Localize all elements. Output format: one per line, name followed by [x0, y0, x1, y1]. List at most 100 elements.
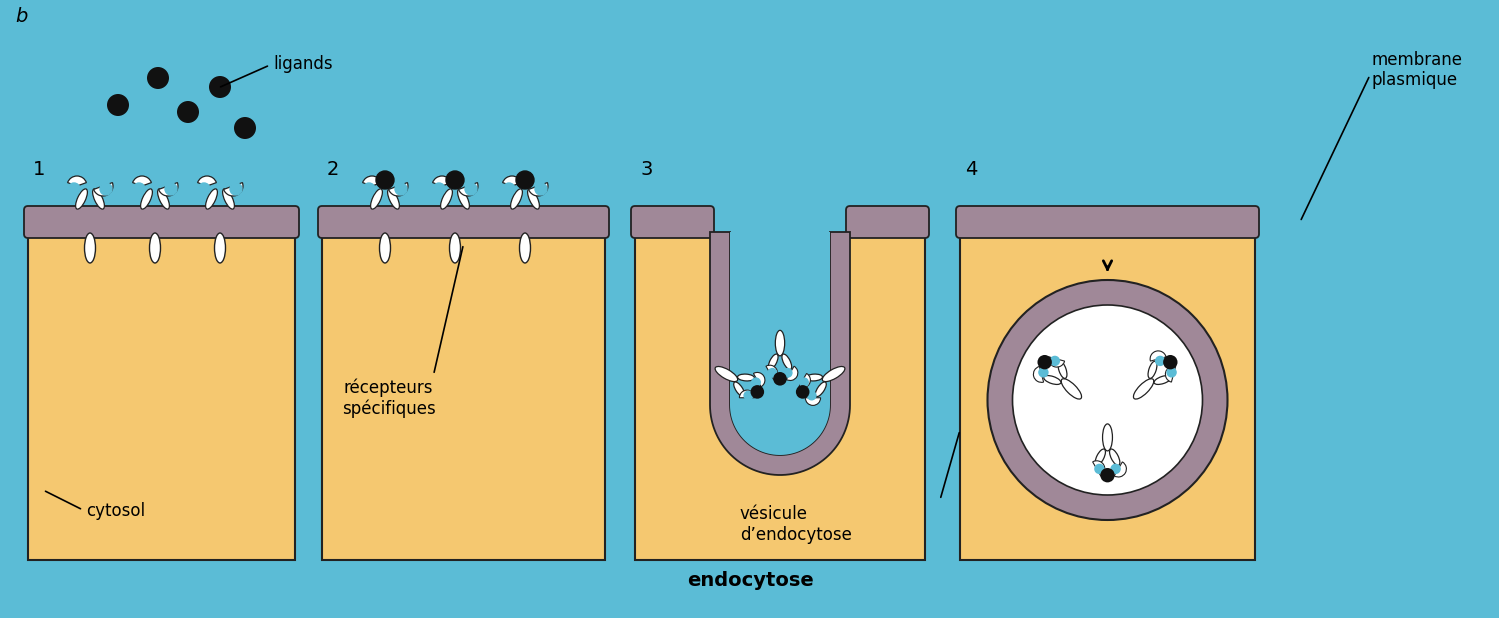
Circle shape	[363, 183, 375, 195]
Circle shape	[1037, 355, 1052, 370]
Polygon shape	[730, 232, 830, 455]
Wedge shape	[132, 176, 151, 186]
Circle shape	[1168, 368, 1177, 377]
Ellipse shape	[528, 189, 540, 209]
Ellipse shape	[815, 382, 826, 397]
Ellipse shape	[1061, 379, 1082, 399]
Circle shape	[767, 368, 776, 377]
Wedge shape	[223, 182, 243, 196]
Text: membrane
plasmique: membrane plasmique	[1372, 51, 1463, 90]
Ellipse shape	[84, 233, 96, 263]
Wedge shape	[766, 365, 778, 379]
Ellipse shape	[738, 374, 754, 381]
FancyBboxPatch shape	[318, 206, 609, 238]
Ellipse shape	[223, 189, 234, 209]
Wedge shape	[1049, 357, 1064, 367]
Ellipse shape	[1109, 449, 1120, 465]
Circle shape	[1163, 355, 1178, 370]
Circle shape	[773, 372, 787, 386]
Circle shape	[208, 76, 231, 98]
Circle shape	[800, 378, 808, 386]
Circle shape	[234, 117, 256, 139]
Wedge shape	[754, 373, 764, 387]
Text: récepteurs
spécifiques: récepteurs spécifiques	[342, 378, 435, 418]
Circle shape	[100, 183, 112, 195]
Circle shape	[465, 183, 477, 195]
Ellipse shape	[141, 189, 153, 209]
Ellipse shape	[715, 366, 738, 381]
Circle shape	[376, 171, 394, 189]
Circle shape	[106, 94, 129, 116]
Wedge shape	[198, 176, 216, 186]
FancyBboxPatch shape	[956, 206, 1259, 238]
Circle shape	[504, 183, 516, 195]
Circle shape	[447, 171, 465, 189]
Text: 1: 1	[33, 160, 45, 179]
Ellipse shape	[769, 354, 778, 370]
Bar	[636, 234, 925, 560]
Circle shape	[535, 183, 547, 195]
Circle shape	[1156, 357, 1165, 365]
Ellipse shape	[823, 366, 845, 381]
Circle shape	[165, 183, 177, 195]
Ellipse shape	[75, 189, 87, 209]
Circle shape	[784, 368, 791, 377]
Ellipse shape	[775, 331, 784, 356]
Ellipse shape	[457, 189, 469, 209]
FancyBboxPatch shape	[845, 206, 929, 238]
Circle shape	[198, 183, 210, 195]
Ellipse shape	[805, 374, 823, 381]
Circle shape	[1100, 468, 1115, 483]
Wedge shape	[799, 373, 811, 387]
Circle shape	[433, 183, 445, 195]
Circle shape	[744, 391, 752, 400]
Circle shape	[133, 183, 145, 195]
Ellipse shape	[441, 189, 453, 209]
Ellipse shape	[379, 233, 391, 263]
Text: endocytose: endocytose	[687, 571, 814, 590]
Wedge shape	[529, 182, 549, 196]
Ellipse shape	[205, 189, 217, 209]
Bar	[959, 234, 1255, 560]
Ellipse shape	[1148, 361, 1157, 378]
Circle shape	[1051, 357, 1060, 365]
Ellipse shape	[370, 189, 382, 209]
Text: cytosol: cytosol	[85, 502, 145, 520]
Text: ligands: ligands	[273, 55, 333, 73]
Ellipse shape	[733, 382, 745, 397]
Text: 4: 4	[965, 160, 977, 179]
Wedge shape	[739, 390, 754, 398]
Circle shape	[1039, 368, 1048, 377]
Ellipse shape	[782, 354, 791, 370]
Wedge shape	[1150, 351, 1166, 361]
Ellipse shape	[93, 189, 105, 209]
Circle shape	[1012, 305, 1202, 495]
Wedge shape	[363, 176, 381, 186]
Text: 2: 2	[327, 160, 339, 179]
Ellipse shape	[388, 189, 399, 209]
Wedge shape	[433, 176, 451, 186]
Ellipse shape	[214, 233, 225, 263]
Wedge shape	[502, 176, 522, 186]
FancyBboxPatch shape	[631, 206, 714, 238]
Ellipse shape	[150, 233, 160, 263]
Circle shape	[396, 183, 408, 195]
Ellipse shape	[511, 189, 522, 209]
Ellipse shape	[1043, 376, 1061, 384]
Wedge shape	[1033, 366, 1043, 383]
Circle shape	[751, 385, 764, 399]
Ellipse shape	[1058, 361, 1067, 378]
Circle shape	[751, 378, 760, 386]
Polygon shape	[711, 232, 850, 475]
Wedge shape	[1165, 366, 1175, 382]
Ellipse shape	[157, 189, 169, 209]
Wedge shape	[1093, 461, 1105, 476]
Wedge shape	[787, 366, 797, 381]
Bar	[28, 234, 295, 560]
Text: 3: 3	[640, 160, 652, 179]
Circle shape	[516, 171, 534, 189]
Ellipse shape	[1103, 424, 1112, 451]
Circle shape	[1094, 464, 1103, 473]
Wedge shape	[1114, 462, 1126, 477]
Wedge shape	[67, 176, 87, 186]
